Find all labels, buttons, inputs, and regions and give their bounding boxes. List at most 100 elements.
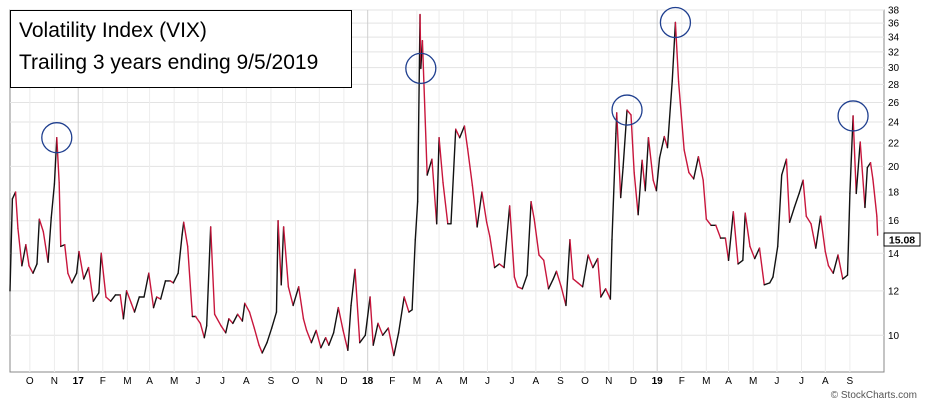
x-tick-label: F bbox=[389, 376, 395, 387]
vix-line-segment bbox=[119, 294, 125, 320]
vix-line-segment bbox=[21, 244, 27, 267]
vix-line-segment bbox=[110, 294, 117, 302]
vix-line-segment bbox=[455, 128, 461, 139]
vix-line-segment bbox=[71, 272, 78, 284]
vix-line-segment bbox=[258, 344, 263, 354]
vix-line-segment bbox=[846, 192, 851, 276]
vix-line-segment bbox=[337, 306, 344, 332]
vix-line-segment bbox=[481, 191, 488, 223]
peak-circle bbox=[659, 6, 692, 39]
vix-line-segment bbox=[641, 159, 646, 192]
vix-line-segment bbox=[228, 318, 234, 325]
vix-line-segment bbox=[633, 171, 639, 216]
vix-line-segment bbox=[25, 244, 30, 267]
vix-line-segment bbox=[320, 337, 327, 349]
vix-line-segment bbox=[498, 263, 505, 269]
x-tick-label: J bbox=[510, 376, 515, 387]
vix-line-segment bbox=[266, 327, 273, 344]
vix-line-segment bbox=[732, 211, 739, 265]
vix-line-segment bbox=[688, 171, 695, 180]
vix-line-segment bbox=[855, 141, 861, 195]
vix-line-segment bbox=[876, 215, 879, 236]
x-tick-label: F bbox=[100, 376, 106, 387]
y-tick-label: 18 bbox=[888, 188, 900, 199]
vix-line-segment bbox=[864, 166, 869, 209]
vix-line-segment bbox=[426, 158, 433, 176]
last-value-box bbox=[883, 232, 921, 247]
last-value-marker: 15.08 bbox=[883, 232, 921, 247]
y-tick-label: 20 bbox=[888, 162, 900, 173]
vix-line-segment bbox=[785, 158, 791, 223]
vix-line-segment bbox=[297, 286, 305, 320]
vix-line-segment bbox=[569, 239, 574, 280]
vix-line-segment bbox=[516, 286, 524, 290]
vix-line-segment bbox=[369, 296, 374, 346]
vix-line-segment bbox=[67, 272, 73, 284]
vix-line-segment bbox=[105, 296, 112, 302]
x-tick-label: S bbox=[847, 376, 854, 387]
x-tick-label: A bbox=[532, 376, 539, 387]
vix-line-segment bbox=[92, 292, 100, 302]
vix-line-segment bbox=[292, 286, 300, 307]
vix-line-segment bbox=[232, 313, 239, 325]
vix-line-segment bbox=[83, 266, 90, 280]
vix-line-segment bbox=[637, 159, 643, 216]
x-tick-label: N bbox=[316, 376, 323, 387]
vix-line-segment bbox=[702, 179, 708, 220]
vix-line-segment bbox=[763, 282, 771, 286]
vix-line-segment bbox=[58, 182, 62, 248]
vix-line-segment bbox=[377, 322, 384, 336]
vix-line-segment bbox=[458, 125, 466, 139]
y-tick-label: 38 bbox=[888, 6, 900, 17]
x-tick-label: S bbox=[557, 376, 564, 387]
vix-line-segment bbox=[282, 226, 290, 288]
vix-line-segment bbox=[261, 341, 268, 354]
vix-line-segment bbox=[38, 218, 45, 233]
vix-line-segment bbox=[555, 270, 562, 288]
vix-line-segment bbox=[17, 227, 23, 267]
vix-line-segment bbox=[788, 206, 796, 223]
vix-line-segment bbox=[324, 337, 330, 346]
y-tick-label: 10 bbox=[888, 331, 900, 342]
y-tick-label: 26 bbox=[888, 98, 900, 109]
vix-line-segment bbox=[592, 257, 599, 269]
vix-line-segment bbox=[581, 254, 589, 288]
x-tick-label: M bbox=[170, 376, 178, 387]
vix-line-segment bbox=[253, 327, 260, 346]
x-tick-label: M bbox=[702, 376, 710, 387]
vix-line-segment bbox=[810, 223, 817, 249]
x-tick-label: J bbox=[485, 376, 490, 387]
vix-line-segment bbox=[793, 192, 800, 209]
x-tick-label: S bbox=[268, 376, 275, 387]
vix-line-segment bbox=[552, 270, 558, 280]
vix-line-segment bbox=[122, 290, 128, 320]
vix-line-segment bbox=[587, 254, 594, 269]
vix-line-segment bbox=[842, 274, 849, 280]
x-tick-label: D bbox=[340, 376, 347, 387]
vix-line-segment bbox=[397, 296, 405, 334]
x-tick-label: O bbox=[292, 376, 300, 387]
vix-line-segment bbox=[727, 211, 735, 262]
x-tick-label: N bbox=[51, 376, 58, 387]
vix-line-segment bbox=[277, 220, 282, 286]
vix-line-segment bbox=[802, 179, 807, 217]
vix-line-segment bbox=[609, 239, 613, 300]
stockcharts-credit: © StockCharts.com bbox=[830, 390, 917, 401]
y-tick-label: 34 bbox=[888, 33, 900, 44]
x-tick-label: M bbox=[459, 376, 467, 387]
vix-line-segment bbox=[50, 183, 56, 219]
vix-line-segment bbox=[47, 217, 52, 263]
vix-line-segment bbox=[411, 239, 416, 311]
vix-line-segment bbox=[565, 239, 571, 307]
vix-line-segment bbox=[364, 296, 371, 336]
vix-line-segment bbox=[225, 318, 230, 334]
vix-line-segment bbox=[372, 322, 379, 346]
vix-line-segment bbox=[677, 81, 685, 151]
vix-line-segment bbox=[438, 136, 444, 184]
vix-line-segment bbox=[53, 136, 58, 185]
vix-line-segment bbox=[236, 313, 244, 322]
chart-title: Volatility Index (VIX) bbox=[19, 19, 207, 42]
vix-line-segment bbox=[600, 288, 607, 298]
vix-line-segment bbox=[715, 224, 722, 239]
y-tick-label: 30 bbox=[888, 63, 900, 74]
